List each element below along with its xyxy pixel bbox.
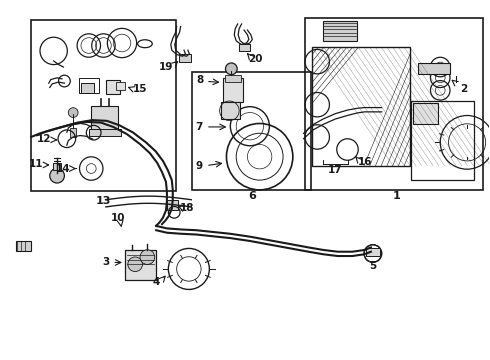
Text: 10: 10 bbox=[111, 213, 125, 222]
Text: 1: 1 bbox=[392, 191, 400, 201]
Bar bbox=[323, 22, 357, 41]
Bar bbox=[16, 241, 31, 251]
Bar bbox=[305, 18, 483, 190]
Bar bbox=[312, 47, 410, 166]
Circle shape bbox=[128, 257, 143, 271]
Bar bbox=[106, 80, 120, 94]
Bar bbox=[125, 250, 156, 280]
Bar bbox=[31, 21, 176, 191]
Bar bbox=[79, 78, 98, 93]
Circle shape bbox=[225, 63, 237, 75]
Bar bbox=[366, 248, 380, 256]
Bar bbox=[220, 102, 240, 120]
Text: 7: 7 bbox=[196, 122, 203, 132]
Bar bbox=[70, 128, 76, 137]
Text: 4: 4 bbox=[152, 277, 160, 287]
Text: 13: 13 bbox=[96, 196, 111, 206]
Bar bbox=[116, 82, 125, 90]
Text: 2: 2 bbox=[460, 84, 467, 94]
Text: 5: 5 bbox=[369, 261, 376, 271]
Text: 14: 14 bbox=[56, 163, 71, 174]
Bar bbox=[53, 163, 61, 170]
Circle shape bbox=[50, 168, 64, 183]
Bar bbox=[414, 103, 438, 125]
Bar bbox=[411, 101, 474, 180]
Bar bbox=[192, 72, 311, 190]
Text: 19: 19 bbox=[159, 62, 173, 72]
Bar bbox=[225, 75, 241, 82]
Bar bbox=[167, 200, 178, 210]
Bar bbox=[91, 107, 118, 130]
Circle shape bbox=[140, 250, 155, 265]
Text: 12: 12 bbox=[37, 134, 51, 144]
Text: 15: 15 bbox=[133, 84, 147, 94]
Text: 17: 17 bbox=[328, 165, 343, 175]
Bar bbox=[81, 83, 94, 93]
Bar bbox=[239, 44, 250, 51]
Bar bbox=[418, 63, 450, 74]
Text: 9: 9 bbox=[196, 161, 203, 171]
Text: 20: 20 bbox=[248, 54, 263, 64]
Circle shape bbox=[68, 108, 78, 117]
Bar bbox=[179, 54, 191, 62]
Text: 8: 8 bbox=[196, 75, 204, 85]
Text: 11: 11 bbox=[29, 159, 43, 169]
Text: 16: 16 bbox=[357, 157, 372, 167]
Text: 6: 6 bbox=[248, 191, 256, 201]
Bar bbox=[223, 78, 243, 102]
Text: 18: 18 bbox=[180, 203, 195, 213]
Text: 3: 3 bbox=[102, 257, 109, 267]
Bar bbox=[89, 129, 121, 135]
